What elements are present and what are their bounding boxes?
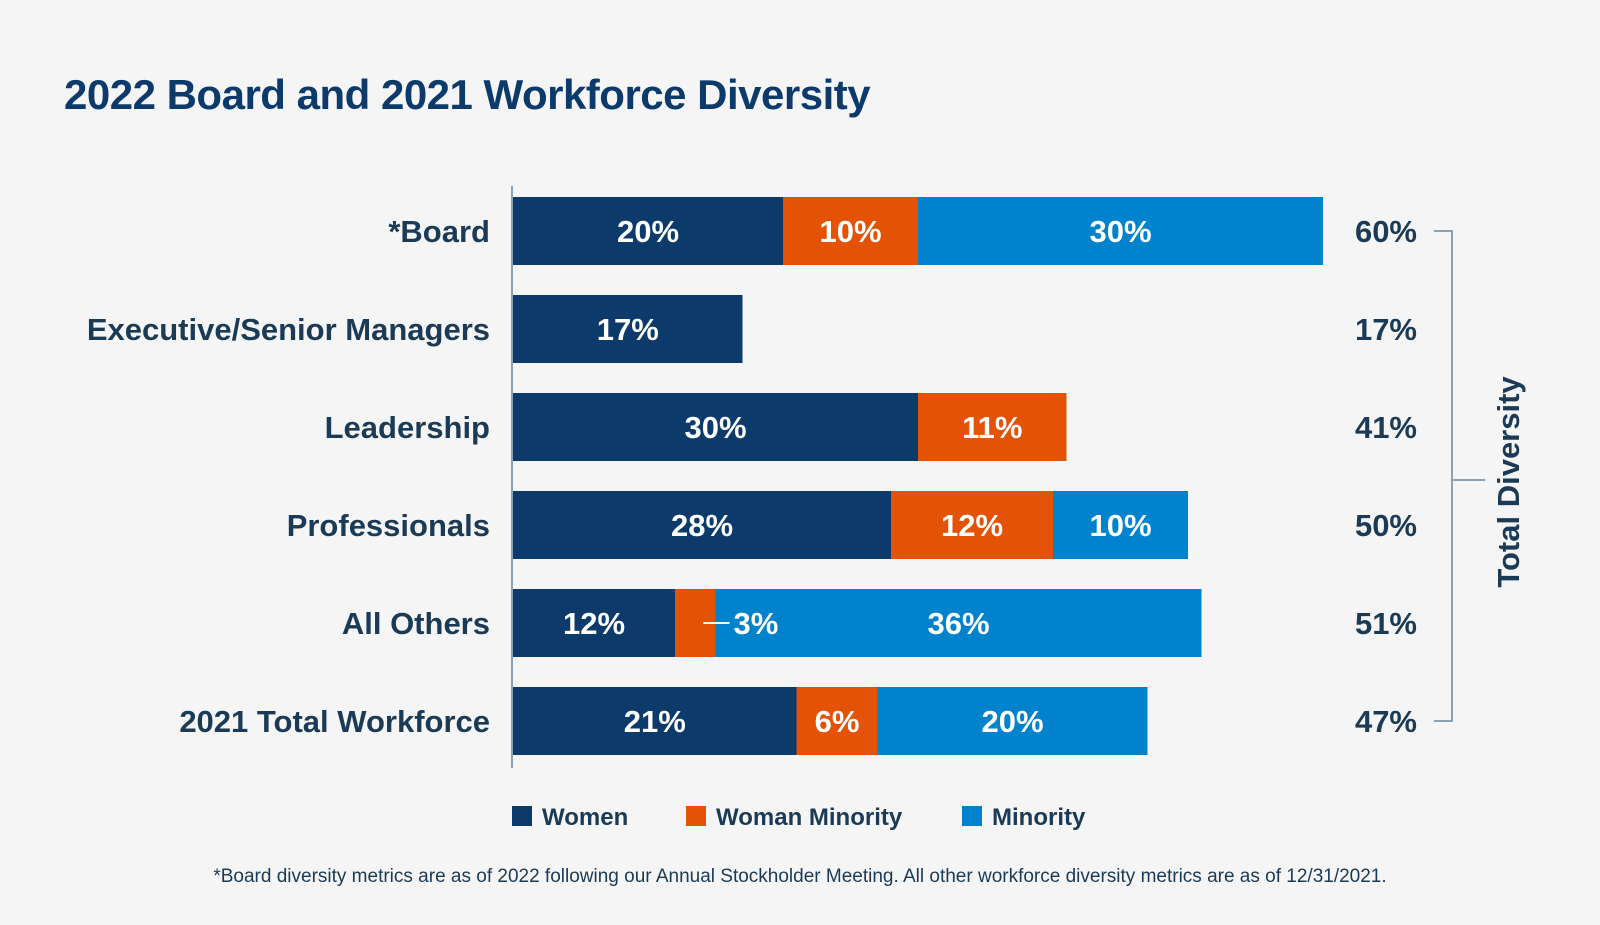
legend-label-woman-minority: Woman Minority [716, 804, 903, 831]
total-label: 17% [1355, 312, 1417, 347]
total-label: 47% [1355, 704, 1417, 739]
bar-segment-woman-minority [796, 687, 878, 755]
legend-label-women: Women [542, 804, 628, 831]
segment-label: 12% [941, 508, 1003, 543]
segment-label: 10% [1089, 508, 1151, 543]
total-diversity-label: Total Diversity [1491, 376, 1526, 588]
bar-segment-minority [715, 589, 1202, 657]
total-label: 51% [1355, 606, 1417, 641]
bracket-line [1434, 230, 1485, 722]
segment-label: 17% [597, 312, 659, 347]
legend: Women Woman Minority Minority [512, 804, 1086, 831]
total-label: 41% [1355, 410, 1417, 445]
total-labels: 60% 17% 41% 50% 51% 47% [1355, 214, 1417, 739]
segment-label: 20% [617, 214, 679, 249]
legend-swatch-minority [962, 806, 982, 826]
segment-label: 36% [927, 606, 989, 641]
category-label: All Others [342, 606, 490, 641]
category-label: Leadership [325, 410, 490, 445]
bar-segment-woman-minority [918, 393, 1067, 461]
bar-segment-minority [918, 197, 1323, 265]
category-label: Executive/Senior Managers [87, 312, 490, 347]
bar-segment-minority [877, 687, 1148, 755]
bar-segment-woman-minority [891, 491, 1053, 559]
bar-segment-woman-minority [783, 197, 918, 265]
category-label: *Board [388, 214, 490, 249]
chart-title: 2022 Board and 2021 Workforce Diversity [64, 71, 871, 118]
bar-segments [513, 197, 1323, 755]
category-labels: *Board Executive/Senior Managers Leadershi… [87, 214, 490, 739]
segment-label: 20% [981, 704, 1043, 739]
bar-segment-women [513, 197, 783, 265]
segment-label: 12% [563, 606, 625, 641]
segment-label: 11% [962, 410, 1022, 445]
bar-segment-women [513, 491, 891, 559]
category-label: Professionals [287, 508, 490, 543]
category-label: 2021 Total Workforce [179, 704, 490, 739]
segment-label: 28% [671, 508, 733, 543]
segment-label: 30% [684, 410, 746, 445]
segment-label: 6% [815, 704, 860, 739]
legend-swatch-women [512, 806, 532, 826]
total-label: 50% [1355, 508, 1417, 543]
bar-segment-minority [1053, 491, 1188, 559]
legend-swatch-woman-minority [686, 806, 706, 826]
bar-segment-women [513, 393, 918, 461]
bar-segment-women [513, 295, 743, 363]
legend-label-minority: Minority [992, 804, 1086, 831]
bar-segment-women [513, 687, 797, 755]
segment-label: 21% [624, 704, 686, 739]
footnote: *Board diversity metrics are as of 2022 … [213, 866, 1386, 887]
segment-label: 30% [1089, 214, 1151, 249]
segment-labels: 20% 10% 30% 17% 30% 11% 28% 12% 10% 12% 3% 36% 21% 6%… [563, 214, 1152, 739]
bar-segment-women [513, 589, 675, 657]
total-label: 60% [1355, 214, 1417, 249]
segment-label: 10% [819, 214, 881, 249]
total-diversity-bracket: Total Diversity [1434, 230, 1526, 722]
segment-label: 3% [734, 606, 779, 641]
